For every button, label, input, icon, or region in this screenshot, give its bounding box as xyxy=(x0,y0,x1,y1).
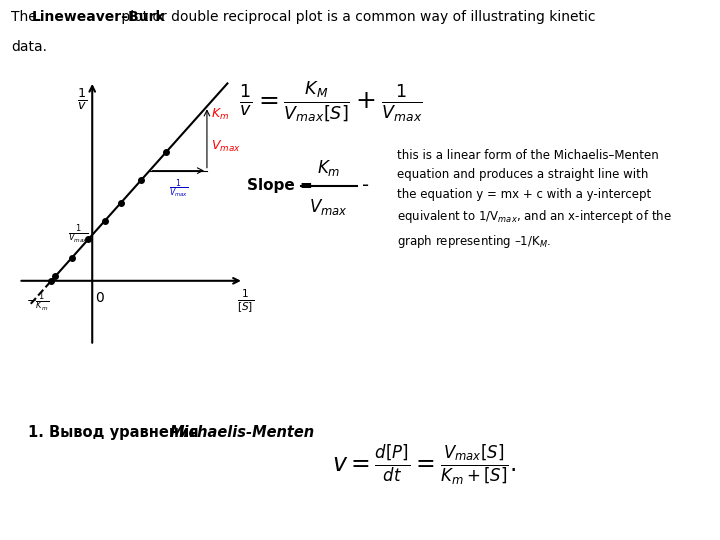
Text: -: - xyxy=(361,177,369,195)
Text: this is a linear form of the Michaelis–Menten
equation and produces a straight l: this is a linear form of the Michaelis–M… xyxy=(397,148,672,250)
Text: $\frac{1}{[S]}$: $\frac{1}{[S]}$ xyxy=(238,287,254,315)
Text: $V_{max}$: $V_{max}$ xyxy=(310,197,348,217)
Text: $\frac{1}{V_{max}}$: $\frac{1}{V_{max}}$ xyxy=(68,224,88,246)
Text: $\frac{1}{v} = \frac{K_M}{V_{max}[S]} + \frac{1}{V_{max}}$: $\frac{1}{v} = \frac{K_M}{V_{max}[S]} + … xyxy=(239,80,423,125)
Text: Slope =: Slope = xyxy=(247,178,318,193)
Text: $-\frac{1}{K_m}$: $-\frac{1}{K_m}$ xyxy=(26,291,49,314)
Text: $V_{max}$: $V_{max}$ xyxy=(211,138,240,153)
Text: Lineweaver–Burk: Lineweaver–Burk xyxy=(32,10,166,24)
Text: $v = \frac{d[P]}{dt} = \frac{V_{max}[S]}{K_m + [S]}.$: $v = \frac{d[P]}{dt} = \frac{V_{max}[S]}… xyxy=(333,442,517,488)
Text: $K_m$: $K_m$ xyxy=(211,107,229,123)
Text: $\frac{1}{V_{max}}$: $\frac{1}{V_{max}}$ xyxy=(168,177,188,200)
Text: 1. Вывод уравнения: 1. Вывод уравнения xyxy=(28,426,204,440)
Text: data.: data. xyxy=(11,40,47,54)
Text: plot or double reciprocal plot is a common way of illustrating kinetic: plot or double reciprocal plot is a comm… xyxy=(117,10,595,24)
Text: 0: 0 xyxy=(95,291,104,305)
Text: $\frac{1}{v}$: $\frac{1}{v}$ xyxy=(77,86,87,112)
Text: The: The xyxy=(11,10,41,24)
Text: $K_m$: $K_m$ xyxy=(317,158,341,178)
Text: Michaelis-Menten: Michaelis-Menten xyxy=(170,426,315,440)
